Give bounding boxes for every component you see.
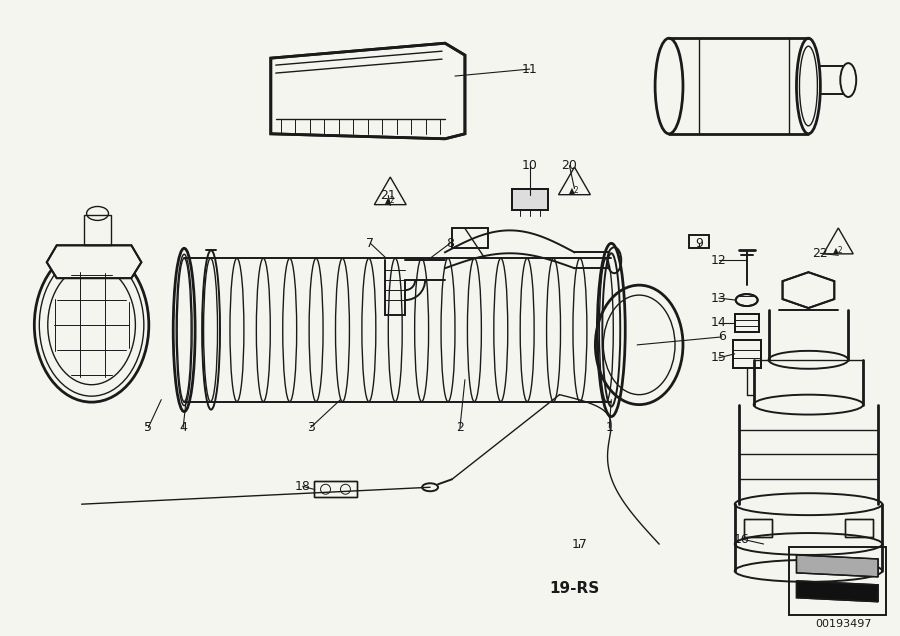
Polygon shape (796, 581, 878, 602)
Text: 20: 20 (562, 159, 578, 172)
Bar (743, 519, 771, 537)
Text: 16: 16 (734, 532, 750, 546)
Polygon shape (313, 481, 357, 497)
Text: 18: 18 (294, 480, 310, 493)
Text: 9: 9 (695, 237, 703, 250)
Text: 12: 12 (711, 254, 726, 266)
Text: 17: 17 (572, 537, 588, 551)
Text: ▲2: ▲2 (569, 185, 580, 194)
Text: 5: 5 (144, 421, 152, 434)
Text: 1: 1 (606, 421, 613, 434)
Text: 14: 14 (711, 317, 726, 329)
Text: 3: 3 (307, 421, 314, 434)
Text: 00193497: 00193497 (815, 619, 871, 628)
Text: 7: 7 (366, 237, 374, 250)
Polygon shape (796, 555, 878, 577)
Text: 10: 10 (522, 159, 537, 172)
Text: 19-RS: 19-RS (549, 581, 599, 597)
Bar (733, 340, 760, 368)
Bar (845, 519, 873, 537)
Bar (788, 547, 886, 615)
Text: 8: 8 (446, 237, 454, 250)
Text: 6: 6 (718, 331, 725, 343)
Text: 4: 4 (179, 421, 187, 434)
Bar (734, 314, 759, 332)
Bar (743, 519, 771, 537)
Polygon shape (512, 188, 547, 211)
Bar (734, 314, 759, 332)
Text: 22: 22 (813, 247, 828, 259)
Polygon shape (47, 245, 141, 278)
Bar (845, 519, 873, 537)
Polygon shape (783, 272, 834, 308)
Text: ▲2: ▲2 (385, 195, 396, 204)
Ellipse shape (735, 294, 758, 306)
Polygon shape (271, 43, 465, 139)
Bar (733, 340, 760, 368)
Text: 13: 13 (711, 291, 726, 305)
Text: 21: 21 (381, 189, 396, 202)
Text: 11: 11 (522, 62, 537, 76)
Text: 2: 2 (456, 421, 464, 434)
Text: ▲2: ▲2 (833, 245, 843, 254)
Bar (84, 216, 112, 245)
Text: 15: 15 (711, 351, 727, 364)
